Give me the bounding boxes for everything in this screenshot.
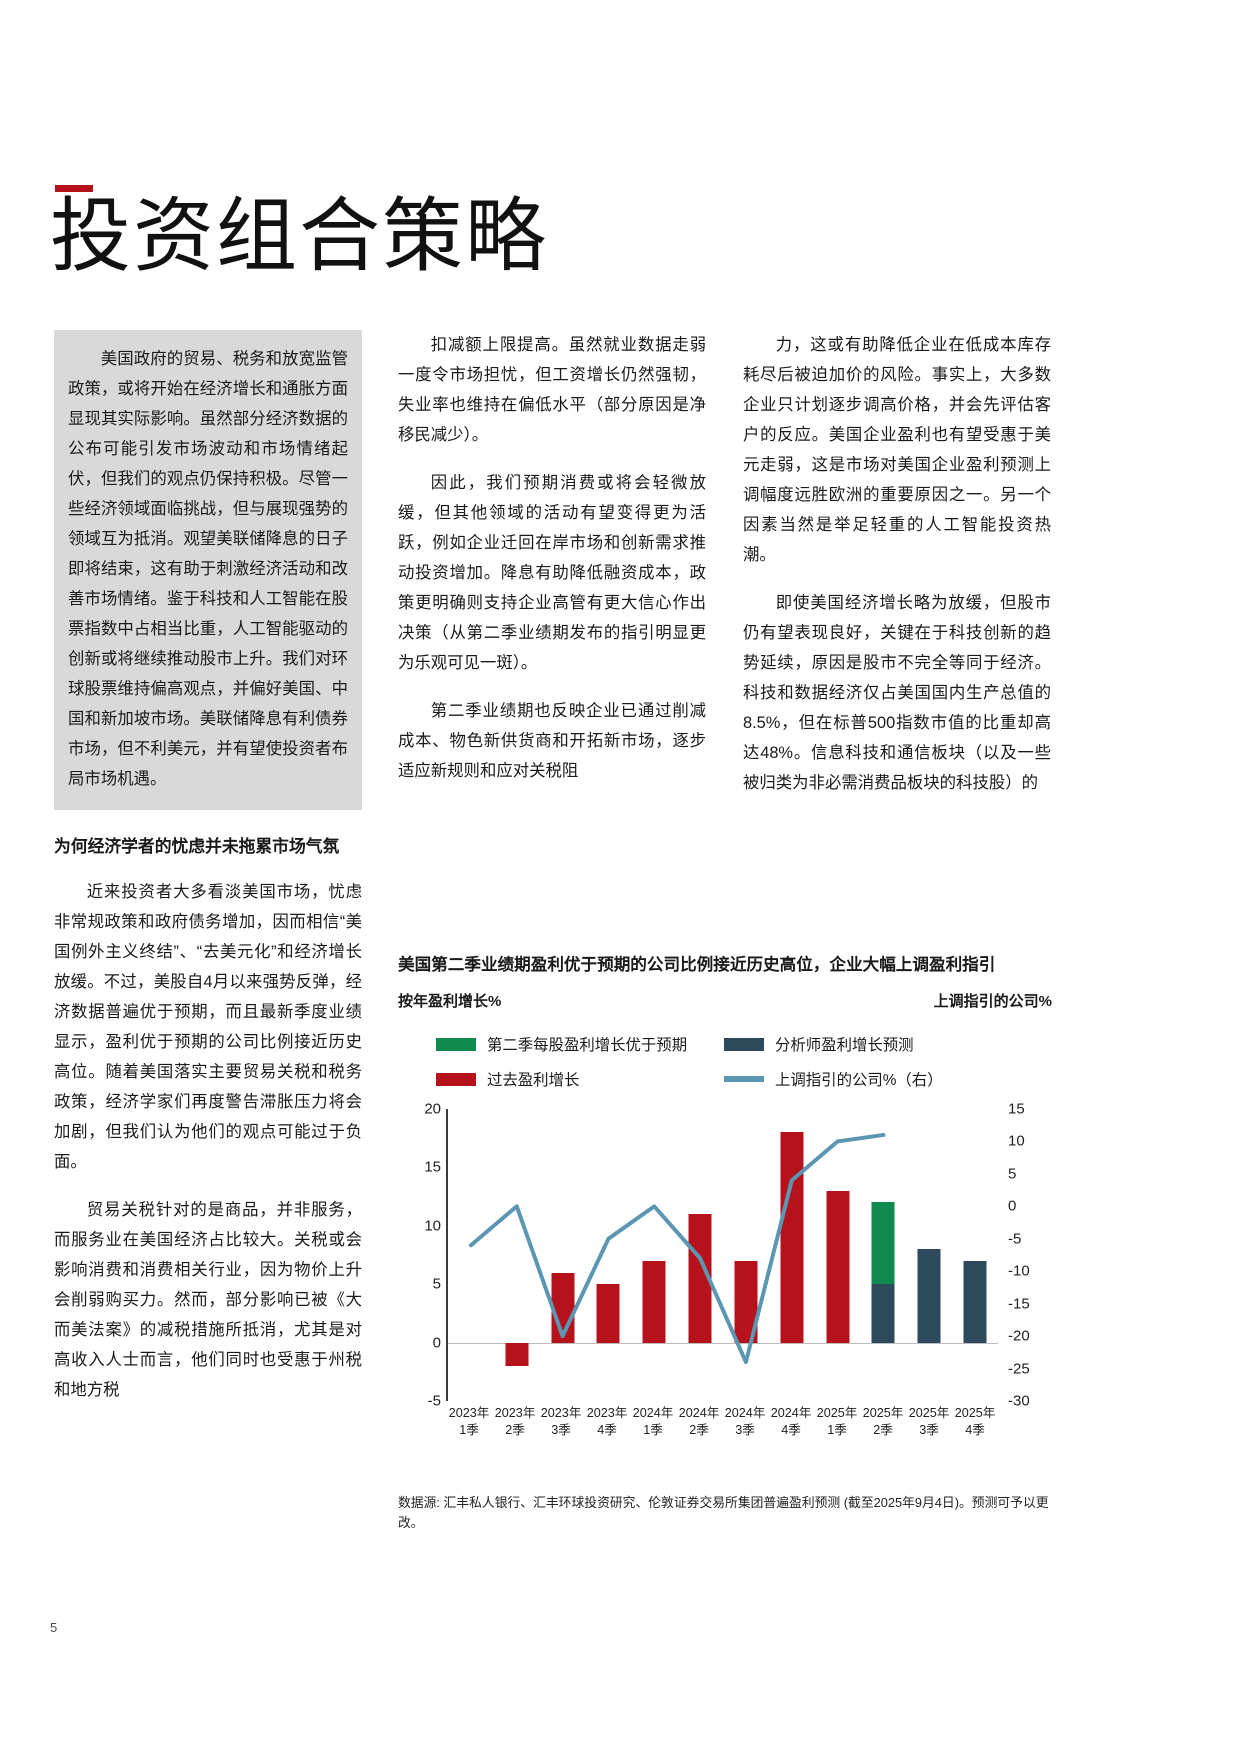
y-tick-left: 20 (424, 1100, 441, 1118)
bar-slot (906, 1109, 952, 1401)
bar-past-earnings (505, 1342, 529, 1366)
x-tick-label: 2025年 4季 (954, 1406, 996, 1437)
y-axis-right-label: 上调指引的公司% (933, 993, 1052, 1010)
column-3: 力，这或有助降低企业在低成本库存耗尽后被迫加价的风险。事实上，大多数企业只计划逐… (743, 330, 1051, 816)
legend-label-past: 过去盈利增长 (487, 1072, 580, 1089)
x-tick-label: 2024年 4季 (770, 1406, 812, 1437)
page-title: 投资组合策略 (50, 192, 549, 282)
bar-analyst-forecast (917, 1249, 941, 1343)
intro-callout: 美国政府的贸易、税务和放宽监管政策，或将开始在经济增长和通胀方面显现其实际影响。… (54, 330, 362, 810)
y-tick-right: 15 (1008, 1100, 1025, 1118)
y-tick-right: -25 (1008, 1360, 1030, 1378)
bar-slot (677, 1109, 723, 1401)
y-tick-left: 5 (432, 1275, 441, 1293)
y-axis-left-label: 按年盈利增长% (398, 993, 502, 1010)
legend-swatch-darkblue (724, 1037, 764, 1051)
legend-item-forecast: 分析师盈利增长预测 (720, 1033, 914, 1055)
chart-title: 美国第二季业绩期盈利优于预期的公司比例接近历史高位，企业大幅上调盈利指引 (398, 955, 996, 974)
col1-paragraph-2: 贸易关税针对的是商品，并非服务，而服务业在美国经济占比较大。关税或会影响消费和消… (54, 1201, 362, 1399)
bar-slot (631, 1109, 677, 1401)
section-subheading: 为何经济学者的忧虑并未拖累市场气氛 (54, 837, 340, 856)
plot-canvas: 20 15 10 5 0 -5 15 10 5 0 -5 -10 -15 -20 -25 -30 (424, 1101, 1029, 1410)
bar-slot (769, 1109, 815, 1401)
bar-past-earnings (596, 1284, 620, 1343)
chart-figure: 美国第二季业绩期盈利优于预期的公司比例接近历史高位，企业大幅上调盈利指引 按年盈… (398, 952, 1052, 1438)
page-number: 5 (50, 1620, 58, 1635)
chart-plot-area: 20 15 10 5 0 -5 15 10 5 0 -5 -10 -15 -20 -25 -30 2023年… (398, 1101, 1052, 1438)
accent-dash (55, 185, 93, 192)
bar-slot (494, 1109, 540, 1401)
col2-paragraph-3: 第二季业绩期也反映企业已通过削减成本、物色新供货商和开拓新市场，逐步适应新规则和… (398, 702, 706, 780)
legend-label-guidance: 上调指引的公司%（右） (775, 1072, 943, 1089)
bar-slot (585, 1109, 631, 1401)
column-2: 扣减额上限提高。虽然就业数据走弱一度令市场担忧，但工资增长仍然强韧，失业率也维持… (398, 330, 706, 804)
chart-legend: 第二季每股盈利增长优于预期 分析师盈利增长预测 过去盈利增长 上调指引的公司%（… (398, 1033, 1052, 1090)
legend-label-beat: 第二季每股盈利增长优于预期 (487, 1037, 688, 1054)
legend-row-2: 过去盈利增长 上调指引的公司%（右） (398, 1068, 1052, 1090)
x-tick-label: 2023年 4季 (586, 1406, 628, 1437)
legend-label-forecast: 分析师盈利增长预测 (775, 1037, 914, 1054)
bar-slot (860, 1109, 906, 1401)
x-tick-label: 2023年 3季 (540, 1406, 582, 1437)
col3-paragraph-1: 力，这或有助降低企业在低成本库存耗尽后被迫加价的风险。事实上，大多数企业只计划逐… (743, 336, 1051, 564)
axis-captions: 按年盈利增长% 上调指引的公司% (398, 990, 1052, 1011)
y-tick-right: -20 (1008, 1327, 1030, 1345)
y-tick-right: 0 (1008, 1197, 1017, 1215)
bar-slot (815, 1109, 861, 1401)
y-tick-right: -30 (1008, 1392, 1030, 1410)
legend-swatch-lightblue-line (724, 1076, 764, 1082)
bar-past-earnings (780, 1132, 804, 1343)
bar-past-earnings (642, 1260, 666, 1343)
y-tick-left: -5 (427, 1392, 441, 1410)
bar-series-container (448, 1109, 998, 1401)
bar-analyst-forecast (963, 1260, 987, 1343)
x-tick-label: 2025年 3季 (908, 1406, 950, 1437)
bar-slot (952, 1109, 998, 1401)
y-tick-right: -15 (1008, 1295, 1030, 1313)
y-tick-left: 15 (424, 1158, 441, 1176)
x-tick-label: 2024年 1季 (632, 1406, 674, 1437)
y-tick-left: 0 (432, 1334, 441, 1352)
legend-item-guidance: 上调指引的公司%（右） (720, 1068, 943, 1090)
y-tick-left: 10 (424, 1217, 441, 1235)
legend-swatch-green (436, 1037, 476, 1051)
column-1: 美国政府的贸易、税务和放宽监管政策，或将开始在经济增长和通胀方面显现其实际影响。… (54, 330, 362, 1423)
y-tick-right: 5 (1008, 1165, 1017, 1183)
bar-q2-beat (871, 1202, 895, 1285)
x-axis-labels: 2023年 1季 2023年 2季 2023年 3季 2023年 4季 2024年 1季 2024年… (446, 1405, 998, 1439)
legend-item-past: 过去盈利增长 (398, 1068, 720, 1090)
y-tick-right: -5 (1008, 1230, 1022, 1248)
x-tick-label: 2024年 2季 (678, 1406, 720, 1437)
source-note: 数据源: 汇丰私人银行、汇丰环球投资研究、伦敦证券交易所集团普遍盈利预测 (截至… (398, 1495, 1049, 1530)
bar-slot (723, 1109, 769, 1401)
bar-past-earnings (734, 1260, 758, 1343)
x-tick-label: 2023年 2季 (494, 1406, 536, 1437)
bar-analyst-forecast (871, 1284, 895, 1343)
x-tick-label: 2025年 1季 (816, 1406, 858, 1437)
col2-paragraph-2: 因此，我们预期消费或将会轻微放缓，但其他领域的活动有望变得更为活跃，例如企业迁回… (398, 474, 706, 672)
x-tick-label: 2023年 1季 (448, 1406, 490, 1437)
col2-paragraph-1: 扣减额上限提高。虽然就业数据走弱一度令市场担忧，但工资增长仍然强韧，失业率也维持… (398, 336, 706, 444)
bar-past-earnings (551, 1272, 575, 1343)
legend-row-1: 第二季每股盈利增长优于预期 分析师盈利增长预测 (398, 1033, 1052, 1055)
x-tick-label: 2025年 2季 (862, 1406, 904, 1437)
bar-past-earnings (826, 1190, 850, 1343)
x-tick-label: 2024年 3季 (724, 1406, 766, 1437)
legend-swatch-red (436, 1072, 476, 1086)
bar-past-earnings (688, 1214, 712, 1343)
y-tick-right: -10 (1008, 1262, 1030, 1280)
y-tick-right: 10 (1008, 1132, 1025, 1150)
bar-slot (448, 1109, 494, 1401)
col3-paragraph-2: 即使美国经济增长略为放缓，但股市仍有望表现良好，关键在于科技创新的趋势延续，原因… (743, 594, 1051, 792)
bar-slot (540, 1109, 586, 1401)
intro-paragraph: 美国政府的贸易、税务和放宽监管政策，或将开始在经济增长和通胀方面显现其实际影响。… (68, 350, 348, 788)
legend-item-beat: 第二季每股盈利增长优于预期 (398, 1033, 720, 1055)
col1-paragraph-1: 近来投资者大多看淡美国市场，忧虑非常规政策和政府债务增加，因而相信“美国例外主义… (54, 883, 362, 1171)
